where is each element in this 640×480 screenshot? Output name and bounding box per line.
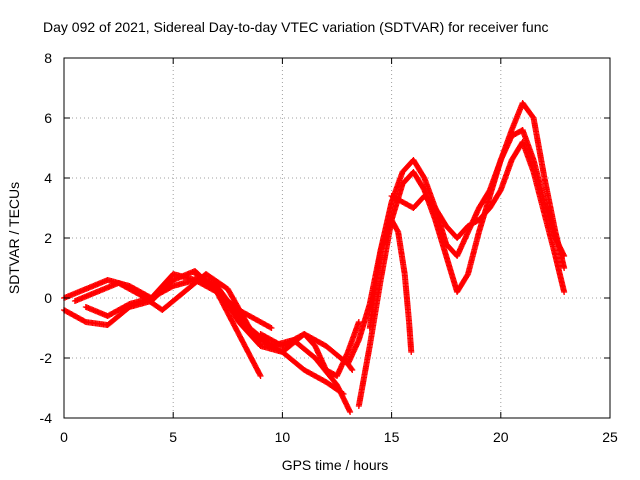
data-point-marker — [408, 349, 415, 355]
axis-ticks — [63, 57, 611, 419]
series-satellite-track-9 — [366, 217, 415, 355]
tick-labels: 0 5 10 15 20 25 -4 -2 0 2 4 6 8 — [40, 50, 618, 445]
data-points — [61, 100, 568, 415]
y-tick-label: -2 — [40, 350, 53, 366]
data-point-marker — [340, 391, 347, 397]
x-tick-label: 0 — [60, 429, 68, 445]
series-satellite-track-7 — [344, 127, 568, 367]
data-point-marker — [561, 265, 568, 271]
y-tick-label: 2 — [44, 230, 52, 246]
y-tick-label: 4 — [44, 170, 52, 186]
x-tick-label: 25 — [602, 429, 618, 445]
data-point-marker — [349, 367, 356, 373]
series-satellite-track-10 — [388, 139, 568, 295]
y-axis-label: SDTVAR / TECUs — [6, 182, 22, 294]
data-point-marker — [267, 324, 274, 331]
chart-title: Day 092 of 2021, Sidereal Day-to-day VTE… — [43, 19, 549, 35]
y-tick-label: 6 — [44, 110, 52, 126]
y-tick-label: 8 — [44, 50, 52, 66]
data-point-marker — [268, 325, 275, 331]
x-axis-label: GPS time / hours — [282, 457, 389, 473]
y-tick-label: 0 — [44, 290, 52, 306]
data-point-marker — [561, 289, 568, 295]
series-satellite-track-5 — [192, 271, 347, 397]
data-point-marker — [257, 373, 264, 379]
data-point-marker — [355, 319, 362, 325]
data-point-marker — [339, 390, 346, 397]
data-point-marker — [348, 366, 355, 372]
x-tick-label: 15 — [384, 429, 400, 445]
series-satellite-track-6 — [257, 319, 362, 379]
x-tick-label: 5 — [169, 429, 177, 445]
y-tick-label: -4 — [40, 410, 53, 426]
series-satellite-track-8 — [355, 100, 568, 409]
x-tick-label: 10 — [275, 429, 291, 445]
data-point-marker — [347, 409, 354, 415]
x-tick-label: 20 — [493, 429, 509, 445]
